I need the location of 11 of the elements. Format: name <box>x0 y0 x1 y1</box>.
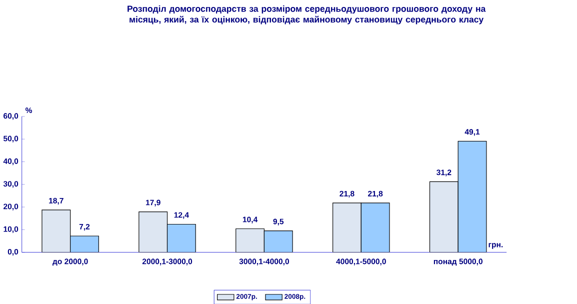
bar <box>236 228 264 252</box>
bar <box>138 211 168 252</box>
bar <box>429 181 458 252</box>
bar <box>458 140 487 252</box>
bar <box>42 210 71 252</box>
bar <box>166 224 196 252</box>
bar <box>264 230 293 252</box>
bar <box>360 202 390 252</box>
bar <box>332 202 362 252</box>
bar <box>70 236 99 252</box>
chart-title: Розподіл домогосподарств за розміром середньодушового грошового доходу на місяць, який, за їх оцінкою, відповідає майновому становищу середнього класу <box>128 5 486 24</box>
